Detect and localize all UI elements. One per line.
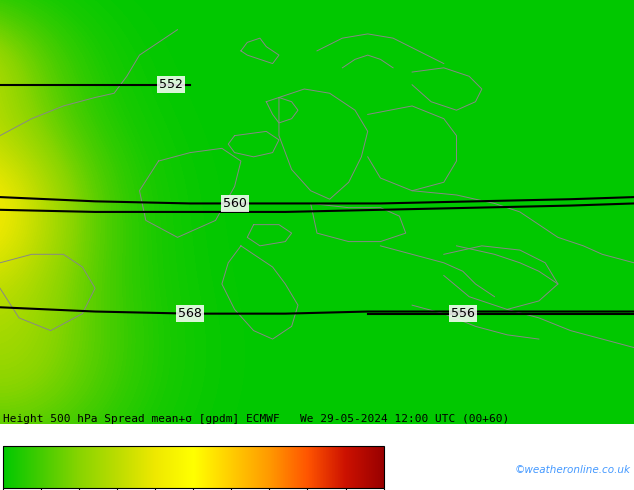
Text: 556: 556 xyxy=(451,307,475,320)
Text: ©weatheronline.co.uk: ©weatheronline.co.uk xyxy=(515,466,631,475)
Text: 560: 560 xyxy=(223,197,247,210)
Text: Height 500 hPa Spread mean+σ [gpdm] ECMWF   We 29-05-2024 12:00 UTC (00+60): Height 500 hPa Spread mean+σ [gpdm] ECMW… xyxy=(3,414,510,424)
Text: 568: 568 xyxy=(178,307,202,320)
Text: 552: 552 xyxy=(159,78,183,91)
